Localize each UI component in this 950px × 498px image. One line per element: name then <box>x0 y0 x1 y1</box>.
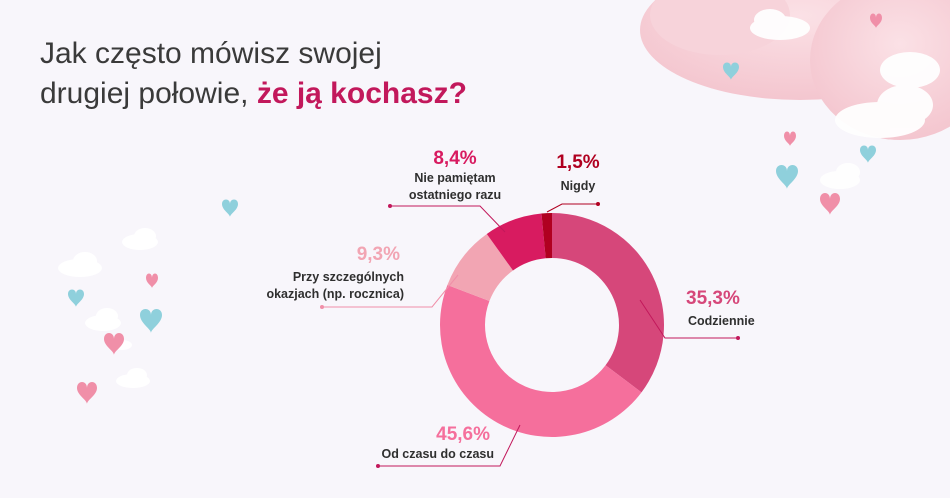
donut-slice-codziennie <box>552 213 665 393</box>
category-label-nie-line2: ostatniego razu <box>408 188 502 202</box>
title-line-1: Jak często mówisz swojej <box>40 37 382 70</box>
value-label-codziennie: 35,3% <box>686 288 740 309</box>
heart-icons <box>68 13 882 404</box>
title-line-2: drugiej połowie, <box>40 77 249 110</box>
leader-line-od-czasu <box>378 424 521 467</box>
leader-line-codziennie <box>639 299 738 339</box>
leader-line-nie <box>390 205 506 233</box>
category-label-nigdy: Nigdy <box>560 179 596 193</box>
category-label-przy-line2: okazjach (np. rocznica) <box>266 287 404 301</box>
white-clouds-left <box>58 228 158 388</box>
donut-slice-przy <box>447 233 513 302</box>
value-label-nie: 8,4% <box>433 148 477 169</box>
donut-slice-od-czasu <box>439 284 642 438</box>
value-label-przy: 9,3% <box>356 244 400 265</box>
category-label-codziennie: Codziennie <box>688 314 755 328</box>
donut-slice-nigdy <box>541 213 552 259</box>
title-accent: że ją kochasz? <box>256 77 467 110</box>
white-clouds-top <box>750 9 940 189</box>
page-title: Jak często mówisz swojej drugiej połowie… <box>40 34 467 114</box>
value-label-nigdy: 1,5% <box>556 152 600 173</box>
category-label-przy-line1: Przy szczególnych <box>292 270 404 284</box>
leader-line-nigdy <box>546 203 598 213</box>
value-label-od-czasu: 45,6% <box>436 424 490 445</box>
leader-lines <box>320 202 740 468</box>
category-label-nie: Nie pamiętam ostatniego razu <box>370 170 540 204</box>
category-label-od-czasu: Od czasu do czasu <box>381 447 494 461</box>
leader-line-przy <box>322 274 459 308</box>
category-label-nie-line1: Nie pamiętam <box>414 171 496 185</box>
category-label-przy: Przy szczególnych okazjach (np. rocznica… <box>250 269 404 303</box>
